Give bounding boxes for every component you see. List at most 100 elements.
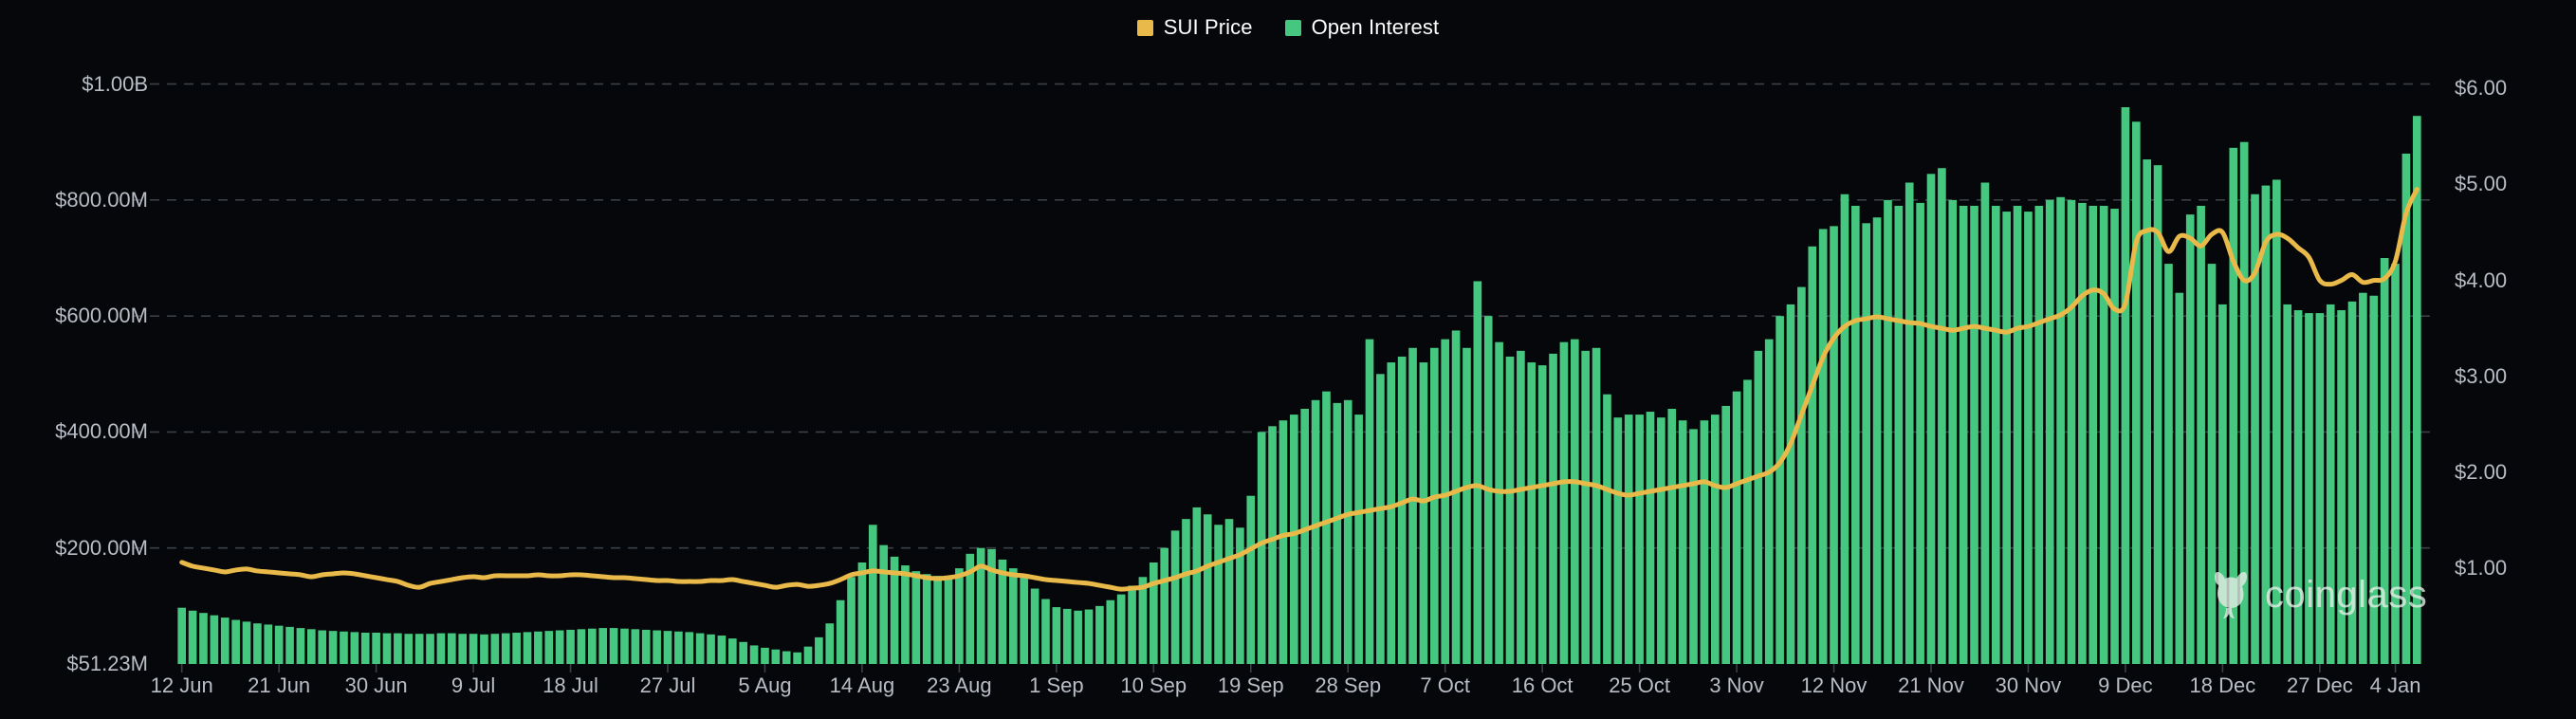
bar[interactable] [1451, 330, 1461, 664]
bar[interactable] [2121, 107, 2130, 664]
bar[interactable] [1246, 495, 1256, 664]
bar[interactable] [404, 634, 414, 664]
bar[interactable] [2078, 202, 2087, 664]
bar[interactable] [447, 633, 456, 664]
bar[interactable] [2143, 159, 2152, 664]
bar[interactable] [1138, 577, 1148, 664]
bar[interactable] [1959, 205, 1968, 664]
bar[interactable] [577, 629, 586, 664]
bar[interactable] [1948, 199, 1958, 665]
bar[interactable] [512, 632, 521, 664]
bar[interactable] [1657, 417, 1665, 664]
bar[interactable] [1764, 339, 1774, 664]
bar[interactable] [2013, 205, 2022, 664]
bar[interactable] [1916, 202, 1924, 664]
bar[interactable] [2401, 153, 2411, 664]
bar[interactable] [1257, 432, 1266, 664]
bar[interactable] [2024, 212, 2033, 664]
bar[interactable] [340, 631, 348, 664]
bar[interactable] [501, 633, 510, 664]
bar[interactable] [868, 525, 877, 664]
bar[interactable] [1624, 415, 1633, 664]
bar[interactable] [188, 610, 197, 664]
bar[interactable] [1397, 356, 1407, 664]
bar[interactable] [2293, 310, 2303, 664]
legend-item-sui-price[interactable]: SUI Price [1136, 17, 1253, 38]
bar[interactable] [1678, 420, 1687, 664]
bar[interactable] [1754, 350, 1763, 664]
bar[interactable] [641, 629, 651, 664]
bar[interactable] [1333, 402, 1342, 664]
bar[interactable] [328, 631, 338, 664]
bar[interactable] [1084, 609, 1094, 664]
bar[interactable] [1635, 415, 1644, 664]
bar[interactable] [2131, 121, 2141, 664]
bar[interactable] [2359, 292, 2367, 664]
bar[interactable] [1365, 339, 1374, 664]
bar[interactable] [2412, 116, 2421, 664]
bar[interactable] [2380, 258, 2389, 664]
bar[interactable] [2185, 214, 2195, 664]
bar[interactable] [1224, 519, 1234, 664]
bar[interactable] [2002, 212, 2012, 664]
bar[interactable] [1980, 182, 1990, 664]
bar[interactable] [2315, 313, 2325, 664]
bar[interactable] [2369, 295, 2379, 664]
bar[interactable] [296, 628, 305, 664]
bar[interactable] [2337, 310, 2346, 664]
bar[interactable] [2088, 205, 2098, 664]
bar[interactable] [382, 633, 392, 664]
bar[interactable] [1062, 608, 1072, 664]
bar[interactable] [350, 632, 359, 664]
bar[interactable] [253, 623, 262, 664]
bar[interactable] [1581, 350, 1591, 664]
bar[interactable] [598, 628, 608, 664]
bar[interactable] [890, 556, 899, 664]
bar[interactable] [469, 634, 478, 664]
bar[interactable] [1970, 205, 1978, 664]
bar[interactable] [911, 571, 921, 664]
bar[interactable] [825, 623, 835, 664]
bar[interactable] [707, 634, 715, 664]
bar[interactable] [1376, 374, 1385, 664]
bar[interactable] [1938, 168, 1946, 665]
bar[interactable] [1926, 174, 1936, 665]
bar[interactable] [2283, 304, 2292, 664]
bar[interactable] [1354, 415, 1363, 664]
bar[interactable] [847, 577, 856, 664]
bar[interactable] [2197, 205, 2205, 664]
bar[interactable] [1074, 610, 1082, 664]
bar[interactable] [2305, 313, 2313, 664]
bar[interactable] [1322, 391, 1331, 664]
bar[interactable] [1592, 347, 1601, 664]
bar[interactable] [1743, 379, 1752, 664]
bar[interactable] [727, 638, 737, 664]
bar[interactable] [1268, 426, 1277, 664]
bar[interactable] [1549, 353, 1557, 664]
bar[interactable] [2099, 205, 2108, 664]
bar[interactable] [1721, 405, 1731, 664]
bar[interactable] [922, 574, 931, 664]
bar[interactable] [901, 565, 910, 664]
bar[interactable] [1700, 420, 1709, 664]
legend-item-open-interest[interactable]: Open Interest [1284, 17, 1440, 38]
bar[interactable] [1473, 281, 1482, 664]
bar[interactable] [1236, 527, 1244, 664]
bar[interactable] [1667, 408, 1677, 664]
bar[interactable] [1052, 607, 1061, 664]
bar[interactable] [1387, 362, 1396, 664]
bar[interactable] [372, 632, 380, 664]
bar[interactable] [987, 548, 996, 664]
bar[interactable] [2239, 141, 2249, 664]
bar[interactable] [685, 632, 694, 664]
bar[interactable] [1776, 316, 1784, 664]
bar[interactable] [620, 628, 629, 664]
bar[interactable] [1419, 362, 1428, 664]
bar[interactable] [285, 626, 294, 664]
bar[interactable] [1904, 182, 1914, 664]
bar[interactable] [177, 607, 187, 664]
bar[interactable] [2218, 304, 2227, 664]
bar[interactable] [879, 544, 889, 664]
bar[interactable] [1603, 394, 1611, 664]
bar[interactable] [1872, 217, 1882, 664]
